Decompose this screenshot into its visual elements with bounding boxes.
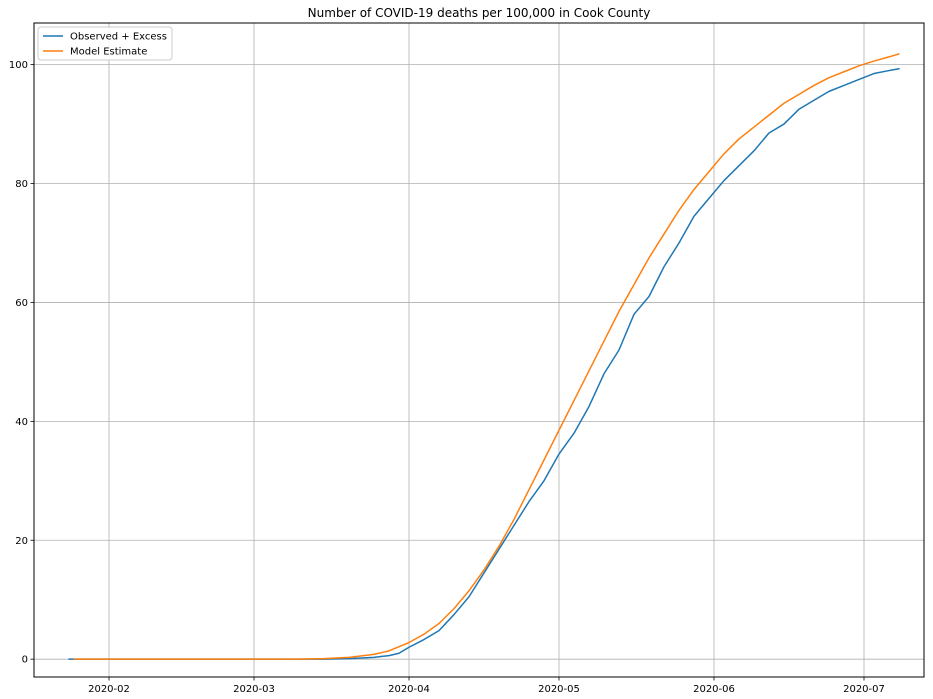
series-line-model-estimate: [73, 53, 900, 660]
chart-title: Number of COVID-19 deaths per 100,000 in…: [308, 6, 651, 20]
x-tick-label: 2020-05: [538, 684, 580, 695]
y-tick-label: 20: [15, 536, 28, 547]
legend-label: Observed + Excess: [70, 32, 167, 43]
x-tick-label: 2020-02: [88, 684, 130, 695]
x-tick-label: 2020-03: [233, 684, 275, 695]
y-tick-label: 100: [9, 60, 28, 71]
x-tick-label: 2020-06: [693, 684, 735, 695]
series-layer: [68, 53, 900, 660]
series-line-observed-excess: [68, 68, 900, 660]
legend: Observed + Excess Model Estimate: [37, 26, 173, 61]
y-tick-label: 40: [15, 417, 28, 428]
grid: [34, 23, 924, 677]
x-tick-label: 2020-07: [843, 684, 885, 695]
legend-label: Model Estimate: [70, 47, 147, 58]
y-tick-label: 60: [15, 298, 28, 309]
y-tick-label: 80: [15, 179, 28, 190]
x-tick-label: 2020-04: [388, 684, 430, 695]
y-tick-label: 0: [22, 655, 28, 666]
axis-ticks: 2020-02 2020-03 2020-04 2020-05 2020-06 2020-…: [9, 60, 885, 695]
legend-box: [37, 26, 173, 61]
plot-area-frame: [33, 22, 925, 678]
